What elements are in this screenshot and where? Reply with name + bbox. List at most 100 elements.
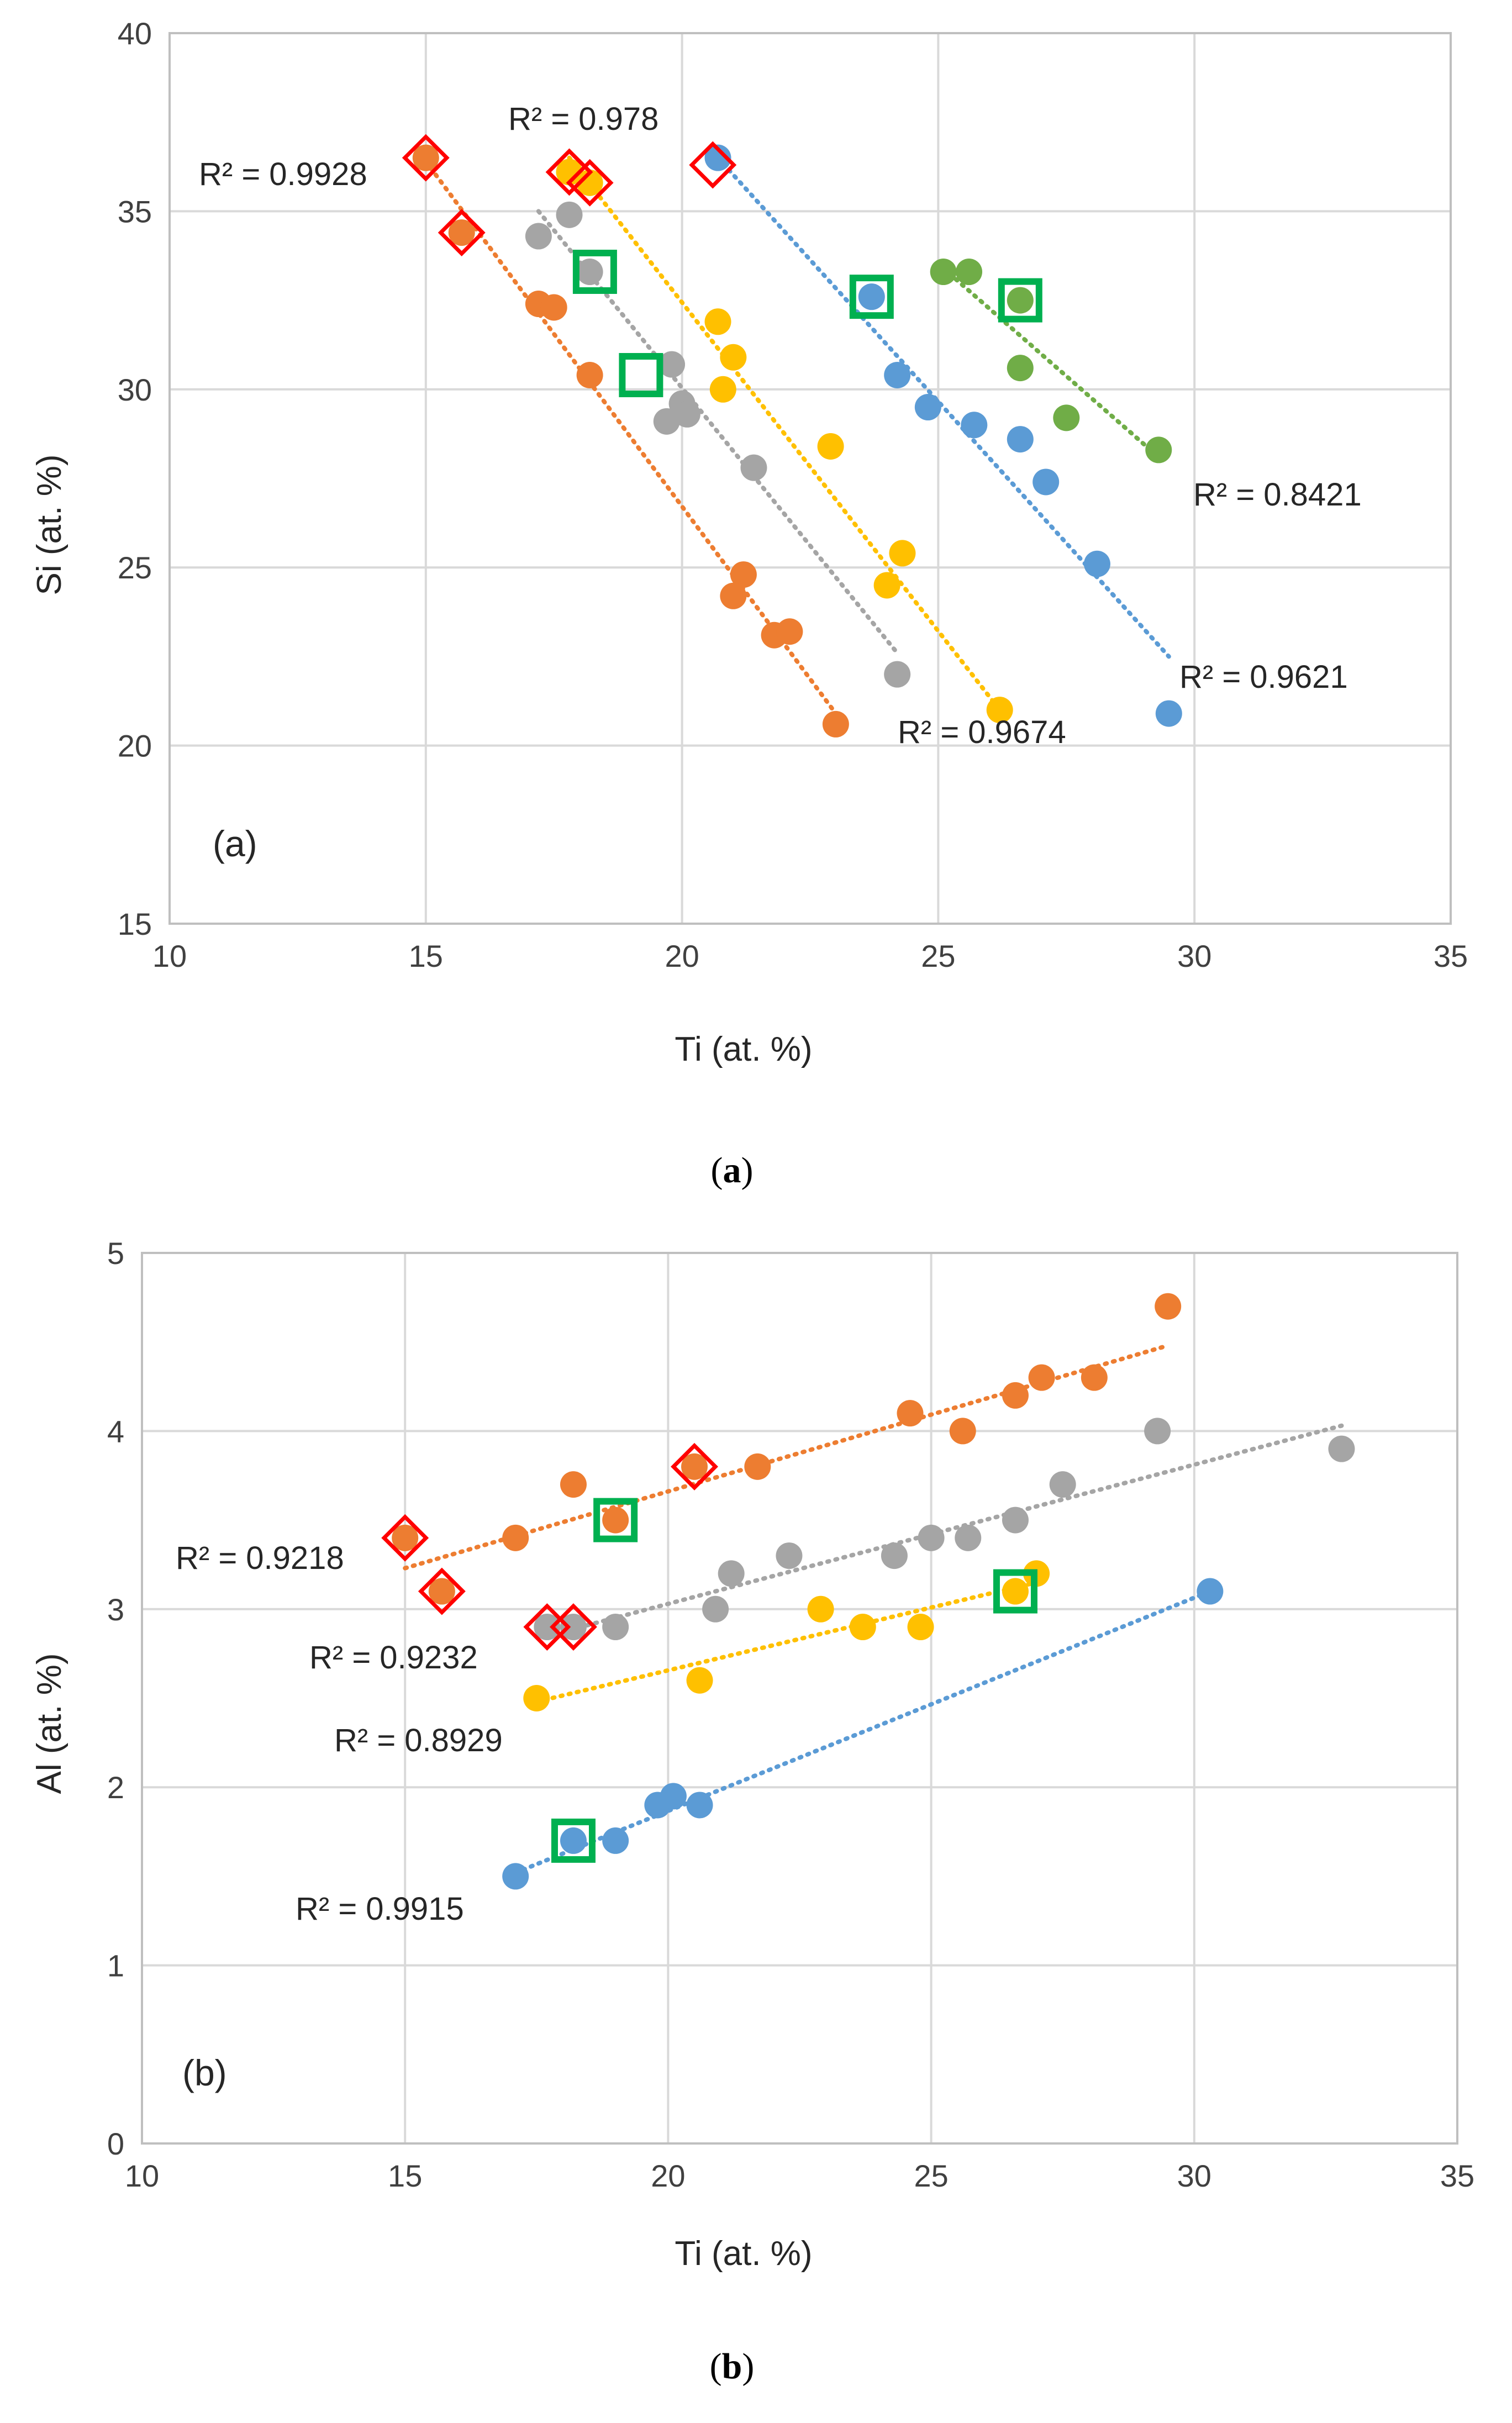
chart-b-x-tick-label: 20 bbox=[651, 2158, 685, 2193]
chart-b-square-marker bbox=[551, 1818, 596, 1863]
chart-a-y-tick-label: 40 bbox=[118, 16, 152, 51]
chart-b-point-gray bbox=[881, 1542, 908, 1569]
chart-a-point-yellow bbox=[576, 169, 603, 196]
chart-b-point-gray bbox=[602, 1614, 629, 1641]
chart-b-point-gray bbox=[1049, 1471, 1076, 1498]
chart-a-y-ticks: 15 20 25 30 35 40 bbox=[118, 16, 152, 941]
chart-a-point-blue bbox=[961, 412, 988, 439]
chart-b-y-tick-label: 0 bbox=[107, 2126, 124, 2161]
chart-a-y-tick-label: 35 bbox=[118, 194, 152, 229]
chart-b-point-orange bbox=[1028, 1364, 1055, 1391]
chart-a-diamond-marker bbox=[566, 159, 614, 207]
chart-a-point-yellow bbox=[709, 376, 736, 403]
chart-b-r2-label-gray: R² = 0.9232 bbox=[309, 1640, 478, 1676]
chart-b-y-tick-label: 4 bbox=[107, 1414, 124, 1448]
chart-b-point-orange bbox=[560, 1471, 587, 1498]
chart-a-r2-label-yellow: R² = 0.9674 bbox=[898, 714, 1066, 750]
chart-a-point-blue bbox=[1007, 426, 1034, 453]
chart-b-r2-label-orange: R² = 0.9218 bbox=[176, 1540, 344, 1576]
chart-a-r2-label-green: R² = 0.8421 bbox=[1193, 477, 1362, 513]
chart-a-point-yellow bbox=[817, 433, 844, 460]
chart-b-point-orange bbox=[681, 1453, 708, 1480]
chart-b-point-blue bbox=[686, 1792, 713, 1819]
chart-a-panel-label: (a) bbox=[213, 823, 257, 864]
chart-a-point-gray bbox=[740, 454, 767, 481]
chart-a-x-tick-label: 25 bbox=[921, 939, 955, 973]
chart-b-square-marker bbox=[593, 1498, 638, 1542]
chart-b-diamond-marker bbox=[671, 1442, 718, 1490]
chart-a-y-tick-label: 15 bbox=[118, 907, 152, 941]
chart-a-points bbox=[412, 144, 1182, 738]
chart-a-square-marker bbox=[619, 353, 663, 398]
chart-a-point-orange bbox=[540, 294, 567, 321]
chart-a-trendline-gray bbox=[536, 209, 900, 655]
chart-b-r2-label-yellow: R² = 0.8929 bbox=[334, 1723, 503, 1758]
chart-a-point-blue bbox=[1032, 468, 1060, 496]
chart-a-x-tick-label: 10 bbox=[152, 939, 187, 973]
chart-a-point-yellow bbox=[889, 540, 916, 567]
chart-b-y-ticks: 0 1 2 3 4 5 bbox=[107, 1236, 124, 2161]
chart-a-point-green bbox=[930, 259, 957, 286]
chart-a-x-ticks: 10 15 20 25 30 35 bbox=[152, 939, 1468, 973]
chart-b-point-orange bbox=[897, 1400, 924, 1427]
chart-b-point-orange bbox=[1002, 1382, 1029, 1409]
chart-b-point-gray bbox=[1002, 1507, 1029, 1534]
chart-a-point-green bbox=[1007, 287, 1034, 314]
chart-a-point-gray bbox=[658, 351, 686, 378]
chart-a-y-tick-label: 25 bbox=[118, 550, 152, 585]
chart-b-point-blue bbox=[1197, 1578, 1224, 1605]
chart-b-x-tick-label: 10 bbox=[125, 2158, 159, 2193]
chart-a-x-tick-label: 30 bbox=[1177, 939, 1211, 973]
chart-a-point-orange bbox=[412, 144, 439, 171]
chart-b-point-yellow bbox=[907, 1614, 934, 1641]
chart-b-plot-area bbox=[141, 1252, 1458, 2145]
chart-b-diamond-marker bbox=[550, 1603, 597, 1651]
chart-b-point-orange bbox=[428, 1578, 455, 1605]
chart-a-caption-letter: a bbox=[723, 1150, 741, 1191]
chart-b-x-tick-label: 25 bbox=[914, 2158, 948, 2193]
chart-b-point-orange bbox=[1081, 1364, 1108, 1391]
chart-b-diamond-marker bbox=[418, 1567, 466, 1615]
chart-a-diamond-marker bbox=[689, 141, 737, 189]
chart-a-point-gray bbox=[673, 401, 700, 428]
chart-b-point-gray bbox=[718, 1560, 745, 1587]
chart-b-trendline-gray bbox=[545, 1423, 1344, 1639]
chart-a-plot-area bbox=[168, 32, 1452, 925]
chart-a-square-marker bbox=[849, 275, 894, 319]
chart-b-point-gray bbox=[1144, 1418, 1171, 1445]
chart-b-y-tick-label: 3 bbox=[107, 1592, 124, 1627]
chart-b-x-tick-label: 30 bbox=[1177, 2158, 1211, 2193]
chart-b-square-marker bbox=[993, 1569, 1037, 1614]
chart-a-trendline-green bbox=[941, 266, 1161, 460]
chart-a-point-orange bbox=[576, 362, 603, 389]
chart-b-trendline-blue bbox=[513, 1589, 1213, 1875]
chart-b-x-tick-label: 15 bbox=[388, 2158, 422, 2193]
chart-a-x-tick-label: 20 bbox=[665, 939, 699, 973]
chart-a-y-tick-label: 30 bbox=[118, 372, 152, 407]
chart-a-point-yellow bbox=[720, 344, 747, 371]
chart-b-point-blue bbox=[502, 1863, 529, 1890]
chart-a-caption: (a) bbox=[711, 1150, 754, 1191]
chart-b-point-orange bbox=[602, 1507, 629, 1534]
chart-a-r2-label-orange: R² = 0.9928 bbox=[199, 156, 367, 192]
chart-a-r2-label-blue: R² = 0.9621 bbox=[1179, 659, 1348, 695]
chart-b-caption: (b) bbox=[710, 2346, 755, 2387]
chart-a-point-blue bbox=[884, 362, 911, 389]
chart-a-y-tick-label: 20 bbox=[118, 729, 152, 763]
chart-b-point-orange bbox=[392, 1524, 419, 1551]
chart-a-point-green bbox=[956, 259, 983, 286]
chart-b-point-gray bbox=[702, 1595, 729, 1623]
chart-b-r2-label-blue: R² = 0.9915 bbox=[296, 1891, 464, 1927]
chart-a-x-tick-label: 35 bbox=[1434, 939, 1468, 973]
chart-a-diamond-marker bbox=[545, 148, 593, 196]
chart-a-point-yellow bbox=[986, 697, 1013, 724]
chart-a-point-blue bbox=[1083, 550, 1110, 577]
chart-a-point-orange bbox=[776, 618, 803, 645]
chart-a-trendline-orange bbox=[423, 159, 838, 716]
chart-a-point-gray bbox=[525, 223, 552, 250]
chart-a-point-orange bbox=[448, 219, 475, 246]
chart-b-x-tick-label: 35 bbox=[1440, 2158, 1474, 2193]
chart-a-y-label: Si (at. %) bbox=[30, 455, 69, 596]
chart-b-point-gray bbox=[776, 1542, 803, 1569]
